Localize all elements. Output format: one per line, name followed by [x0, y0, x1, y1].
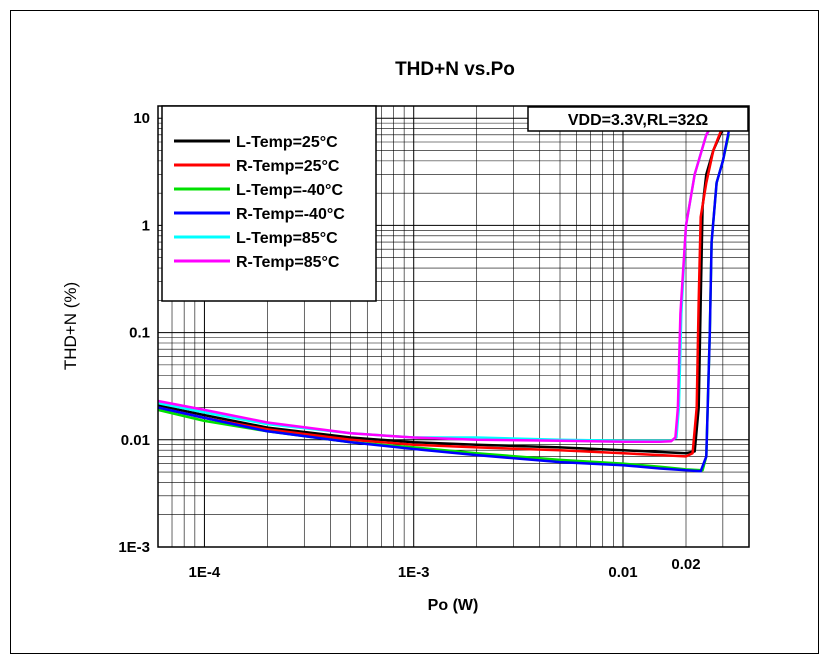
- y-tick-label: 1: [142, 217, 150, 234]
- series-line: [157, 131, 730, 473]
- x-tick-label: 0.02: [671, 556, 700, 573]
- x-tick-label: 0.01: [608, 564, 637, 581]
- legend-label: R-Temp=85°C: [236, 254, 340, 271]
- y-tick-label: 0.1: [129, 325, 150, 342]
- y-tick-label: 1E-3: [118, 539, 150, 556]
- legend-label: L-Temp=25°C: [236, 134, 338, 151]
- y-axis-label: THD+N (%): [61, 282, 80, 370]
- legend: L-Temp=25°C R-Temp=25°C L-Temp=-40°C R-Temp…: [161, 105, 377, 302]
- chart-frame: [10, 10, 819, 654]
- legend-label: R-Temp=25°C: [236, 158, 340, 175]
- x-axis-label: Po (W): [428, 597, 479, 614]
- chart-title: THD+N vs.Po: [395, 59, 515, 80]
- legend-label: R-Temp=-40°C: [236, 206, 345, 223]
- y-axis-tick-labels: 1E-3 0.01 0.1 1 10: [118, 110, 150, 556]
- x-tick-label: 1E-4: [189, 564, 221, 581]
- series-line: [157, 125, 725, 458]
- legend-label: L-Temp=-40°C: [236, 182, 343, 199]
- series-line: [157, 122, 715, 443]
- condition-annotation-box: VDD=3.3V,RL=32Ω: [527, 106, 749, 132]
- series-lines: [157, 122, 730, 473]
- y-tick-label: 10: [133, 110, 150, 127]
- legend-box: [161, 105, 377, 302]
- plot-area-border: [157, 105, 750, 548]
- annotation-box-border: [527, 106, 749, 132]
- annotation-text: VDD=3.3V,RL=32Ω: [568, 112, 708, 129]
- y-tick-label: 0.01: [121, 432, 150, 449]
- x-axis-tick-labels: 1E-4 1E-3 0.01 0.02: [189, 556, 701, 581]
- x-tick-label: 1E-3: [398, 564, 430, 581]
- legend-label: L-Temp=85°C: [236, 230, 338, 247]
